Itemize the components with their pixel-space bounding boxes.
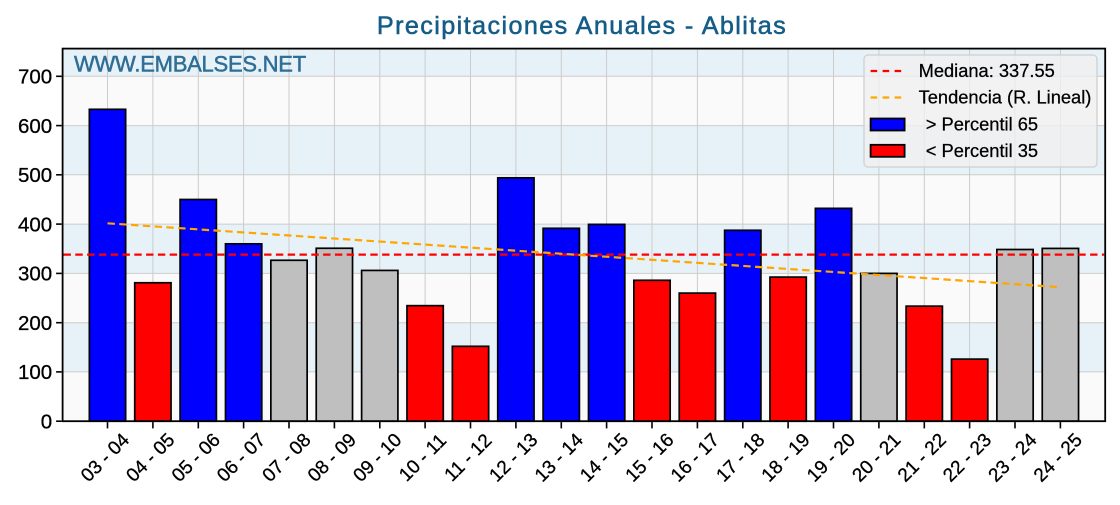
svg-text:700: 700 [18,66,52,89]
svg-text:400: 400 [18,213,52,236]
svg-text:0: 0 [41,411,52,434]
svg-text:> Percentil 65: > Percentil 65 [926,114,1038,135]
svg-text:100: 100 [18,361,52,384]
svg-text:< Percentil 35: < Percentil 35 [926,140,1038,161]
svg-text:200: 200 [18,312,52,335]
svg-text:500: 500 [18,164,52,187]
svg-text:Precipitaciones Anuales - Abli: Precipitaciones Anuales - Ablitas [377,12,787,40]
svg-text:WWW.EMBALSES.NET: WWW.EMBALSES.NET [74,51,306,76]
svg-text:Mediana: 337.55: Mediana: 337.55 [919,60,1055,81]
svg-text:600: 600 [18,115,52,138]
svg-text:Tendencia (R. Lineal): Tendencia (R. Lineal) [919,86,1092,107]
svg-text:300: 300 [18,263,52,286]
